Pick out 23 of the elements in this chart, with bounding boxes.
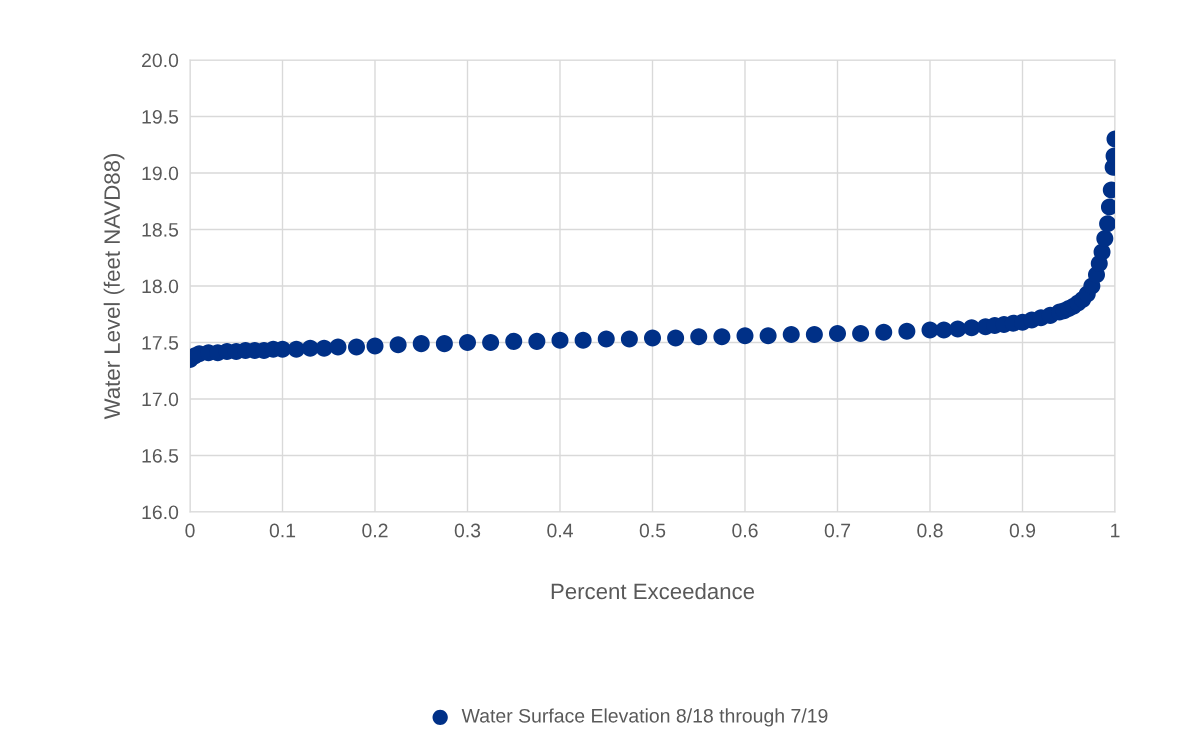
x-tick-label: 0	[185, 523, 195, 538]
legend-label: Water Surface Elevation 8/18 through 7/19	[461, 708, 828, 727]
y-tick-label: 17.5	[142, 336, 179, 350]
y-tick-label: 19.5	[142, 109, 179, 124]
x-tick-label: 0.6	[732, 523, 758, 538]
x-axis-title: Percent Exceedance	[551, 582, 755, 600]
x-tick-label: 0.4	[547, 523, 573, 538]
x-tick-label: 0.3	[454, 523, 481, 538]
y-tick-label: 18.5	[142, 222, 179, 237]
y-tick-label: 19.0	[142, 166, 179, 181]
x-tick-label: 0.5	[639, 523, 666, 538]
x-tick-label: 0.7	[824, 523, 851, 538]
y-tick-label: 16.5	[142, 448, 179, 463]
x-tick-label: 1	[1111, 523, 1120, 538]
x-tick-label: 0.9	[1009, 523, 1036, 538]
y-tick-label: 17.0	[142, 392, 179, 407]
x-tick-label: 0.2	[362, 523, 388, 538]
y-axis-title: Water Level (feet NAVD88)	[103, 153, 125, 420]
y-tick-label: 18.0	[142, 279, 179, 294]
x-tick-label: 0.1	[269, 523, 296, 538]
y-tick-label: 16.0	[142, 505, 179, 520]
y-tick-label: 20.0	[142, 53, 179, 68]
x-tick-label: 0.8	[917, 523, 943, 538]
